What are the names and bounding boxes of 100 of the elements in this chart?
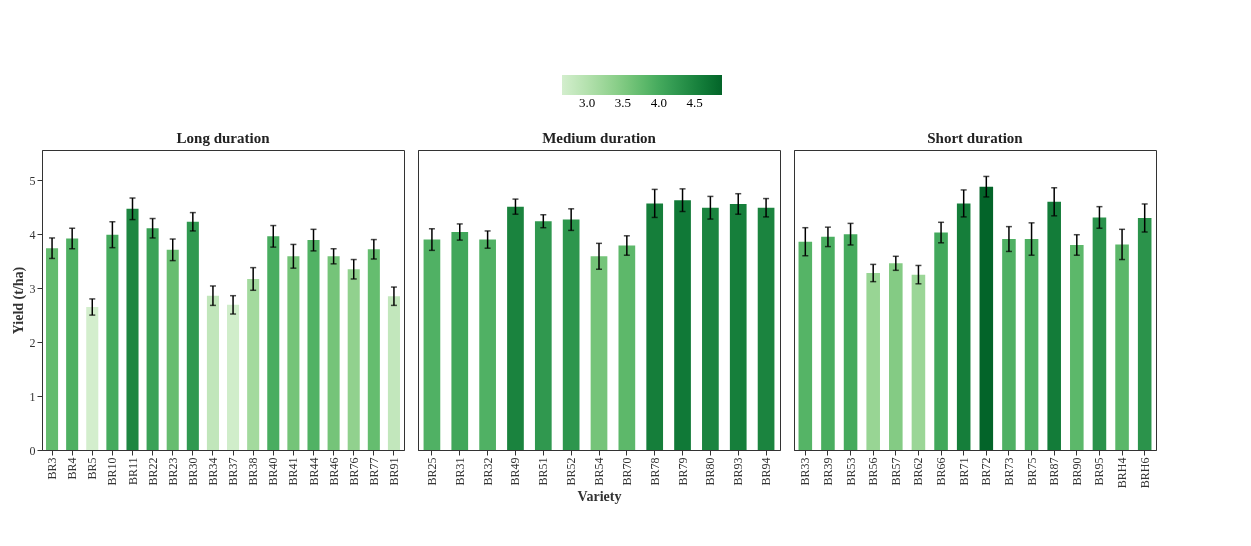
bar: [227, 304, 240, 450]
bar: [956, 203, 971, 450]
chart-title: Short duration: [927, 130, 1024, 146]
x-tick-label: BR34: [205, 457, 220, 486]
bar: [534, 221, 552, 450]
x-tick-label: BR4: [65, 457, 80, 480]
x-tick-label: BR53: [843, 457, 858, 486]
x-tick-label: BR95: [1092, 457, 1107, 486]
x-tick-label: BR79: [675, 457, 690, 486]
x-tick-label: BR37: [226, 457, 241, 486]
x-tick-label: BR39: [820, 457, 835, 486]
bar: [166, 249, 179, 450]
bar: [307, 240, 320, 450]
bar: [106, 234, 119, 450]
bar: [423, 239, 441, 450]
chart-title: Medium duration: [542, 130, 657, 146]
x-tick-label: BR10: [105, 457, 120, 486]
y-tick-label: 0: [29, 443, 36, 458]
bar: [247, 278, 260, 450]
bar: [1115, 244, 1129, 450]
x-tick-label: BR30: [185, 457, 200, 486]
x-tick-label: BR31: [452, 457, 467, 486]
color-bar-label: 3.0: [578, 95, 596, 110]
bar: [206, 295, 219, 450]
y-tick-label: 3: [29, 281, 36, 296]
x-tick-label: BR5: [85, 457, 100, 480]
x-tick-label: BR23: [165, 457, 180, 486]
x-tick-label: BR57: [888, 457, 903, 486]
x-tick-label: BR76: [346, 457, 361, 486]
bar: [934, 232, 948, 450]
x-tick-label: BR52: [564, 457, 579, 486]
bar: [1024, 239, 1039, 450]
bar: [479, 239, 496, 450]
bar: [729, 203, 747, 450]
bar: [843, 234, 858, 450]
bar: [186, 221, 199, 450]
x-tick-label: BR66: [934, 457, 949, 486]
bar: [646, 203, 664, 450]
bar: [798, 241, 813, 450]
bar: [821, 236, 835, 450]
x-tick-label: BR44: [306, 457, 321, 486]
x-tick-label: BR32: [480, 457, 495, 486]
bar: [347, 269, 360, 450]
bar: [66, 238, 79, 450]
x-tick-label: BR11: [125, 457, 140, 486]
bar: [702, 207, 719, 450]
y-tick-label: 2: [29, 335, 36, 350]
x-tick-label: BR22: [145, 457, 160, 486]
x-tick-label: BR3: [45, 457, 60, 480]
x-axis-title: Variety: [577, 488, 622, 504]
x-tick-label: BR62: [911, 457, 926, 486]
x-tick-label: BR38: [246, 457, 261, 486]
bar: [1137, 217, 1152, 450]
x-tick-label: BR25: [424, 457, 439, 486]
bar: [327, 256, 340, 450]
bar: [287, 256, 300, 450]
bar: [866, 273, 880, 450]
color-bar-label: 4.5: [686, 95, 703, 110]
y-tick-label: 4: [29, 227, 36, 242]
x-tick-label: BR56: [866, 457, 881, 486]
chart-title: Long duration: [176, 130, 271, 146]
bar: [387, 296, 400, 450]
bar: [1002, 239, 1016, 450]
x-tick-label: BR93: [731, 457, 746, 486]
bar: [562, 219, 580, 450]
bar: [590, 256, 608, 450]
x-tick-label: BR70: [619, 457, 634, 486]
x-tick-label: BR80: [703, 457, 718, 486]
bar: [1047, 201, 1061, 450]
x-tick-label: BR40: [266, 457, 281, 486]
bar: [367, 249, 380, 450]
bar: [1092, 217, 1107, 450]
x-tick-label: BR41: [286, 457, 301, 486]
x-tick-label: BR78: [647, 457, 662, 486]
bar: [451, 232, 469, 450]
bar: [911, 274, 926, 450]
x-tick-label: BRH6: [1137, 457, 1152, 489]
bar: [146, 228, 159, 450]
x-tick-label: BR46: [326, 457, 341, 486]
x-tick-label: BR54: [592, 457, 606, 486]
color-bar-label: 4.0: [650, 95, 667, 110]
y-tick-label: 5: [29, 173, 36, 188]
y-axis-title: Yield (t/ha): [10, 266, 27, 335]
x-tick-label: BR87: [1047, 457, 1062, 486]
x-tick-label: BR71: [956, 457, 971, 486]
x-tick-label: BR73: [1001, 457, 1016, 486]
bar: [889, 263, 903, 450]
bar: [674, 200, 691, 450]
bar: [979, 186, 994, 450]
bar: [1070, 244, 1084, 450]
y-tick-label: 1: [29, 389, 36, 404]
bar: [126, 208, 139, 450]
x-tick-label: BR75: [1024, 457, 1039, 486]
x-tick-label: BR91: [386, 457, 401, 486]
bar: [507, 206, 524, 450]
bar: [86, 307, 99, 450]
bar: [267, 236, 280, 450]
x-tick-label: BR51: [536, 457, 551, 486]
x-tick-label: BR72: [979, 457, 994, 486]
x-tick-label: BR33: [798, 457, 813, 486]
